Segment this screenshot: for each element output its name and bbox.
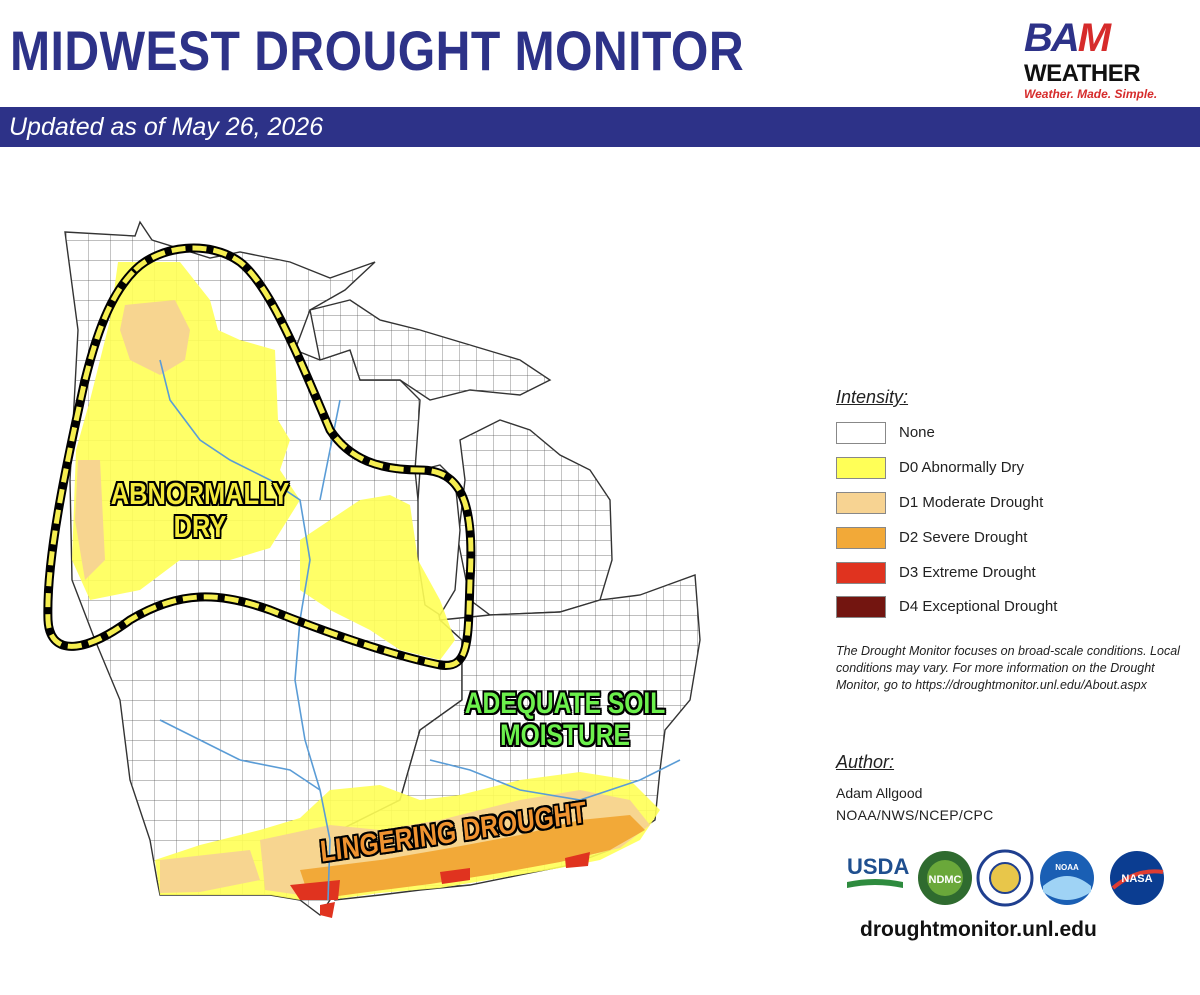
d2-areas: [300, 815, 645, 900]
legend-swatch: [836, 492, 886, 514]
page-title: MIDWEST DROUGHT MONITOR: [10, 19, 745, 82]
drought-map: [43, 220, 701, 918]
legend-title: Intensity:: [836, 387, 909, 407]
nasa-logo-text: NASA: [1121, 873, 1152, 885]
legend-label: D4 Exceptional Drought: [899, 598, 1058, 615]
label-abnormally-dry: ABNORMALLY DRY: [110, 476, 290, 544]
partner-logos: USDA NDMC NOAA NASA: [847, 849, 1164, 907]
author-title: Author:: [836, 752, 895, 772]
author-org: NOAA/NWS/NCEP/CPC: [836, 807, 994, 823]
legend-label: D0 Abnormally Dry: [899, 459, 1025, 476]
legend-label: D2 Severe Drought: [899, 529, 1028, 546]
logo-mark-b: M: [1077, 16, 1111, 60]
legend-note: The Drought Monitor focuses on broad-sca…: [836, 644, 1180, 692]
legend-swatch: [836, 596, 886, 618]
commerce-seal-logo: [976, 849, 1034, 907]
dry-outline-dash: [45, 245, 474, 668]
usda-logo: USDA: [847, 854, 909, 888]
noaa-logo-text: NOAA: [1055, 863, 1079, 872]
rivers: [159, 359, 681, 901]
update-date-text: Updated as of May 26, 2026: [9, 113, 324, 141]
legend-label: None: [899, 424, 935, 441]
ndmc-logo: NDMC: [918, 851, 972, 905]
county-grid-up: [310, 300, 550, 400]
legend-label: D1 Moderate Drought: [899, 494, 1044, 511]
logo-tagline: Weather. Made. Simple.: [1024, 87, 1158, 101]
usda-logo-text: USDA: [847, 854, 909, 879]
legend-swatch: [836, 422, 886, 444]
legend-swatch: [836, 527, 886, 549]
legend-swatch: [836, 562, 886, 584]
nasa-logo: NASA: [1110, 851, 1164, 905]
logo-mark-a: BA: [1024, 16, 1080, 60]
noaa-logo: NOAA: [1040, 851, 1094, 905]
website-link[interactable]: droughtmonitor.unl.edu: [860, 918, 1097, 941]
update-banner: Updated as of May 26, 2026: [0, 107, 1200, 147]
legend-label: D3 Extreme Drought: [899, 564, 1036, 581]
county-grid-michigan: [458, 420, 612, 615]
label-adequate-soil-moisture: ADEQUATE SOIL MOISTURE: [464, 687, 666, 752]
ndmc-logo-text: NDMC: [929, 874, 962, 886]
bam-weather-logo: BAM WEATHER Weather. Made. Simple.: [1018, 10, 1178, 102]
legend-swatch: [836, 457, 886, 479]
author-name: Adam Allgood: [836, 785, 923, 801]
logo-word: WEATHER: [1024, 60, 1141, 87]
